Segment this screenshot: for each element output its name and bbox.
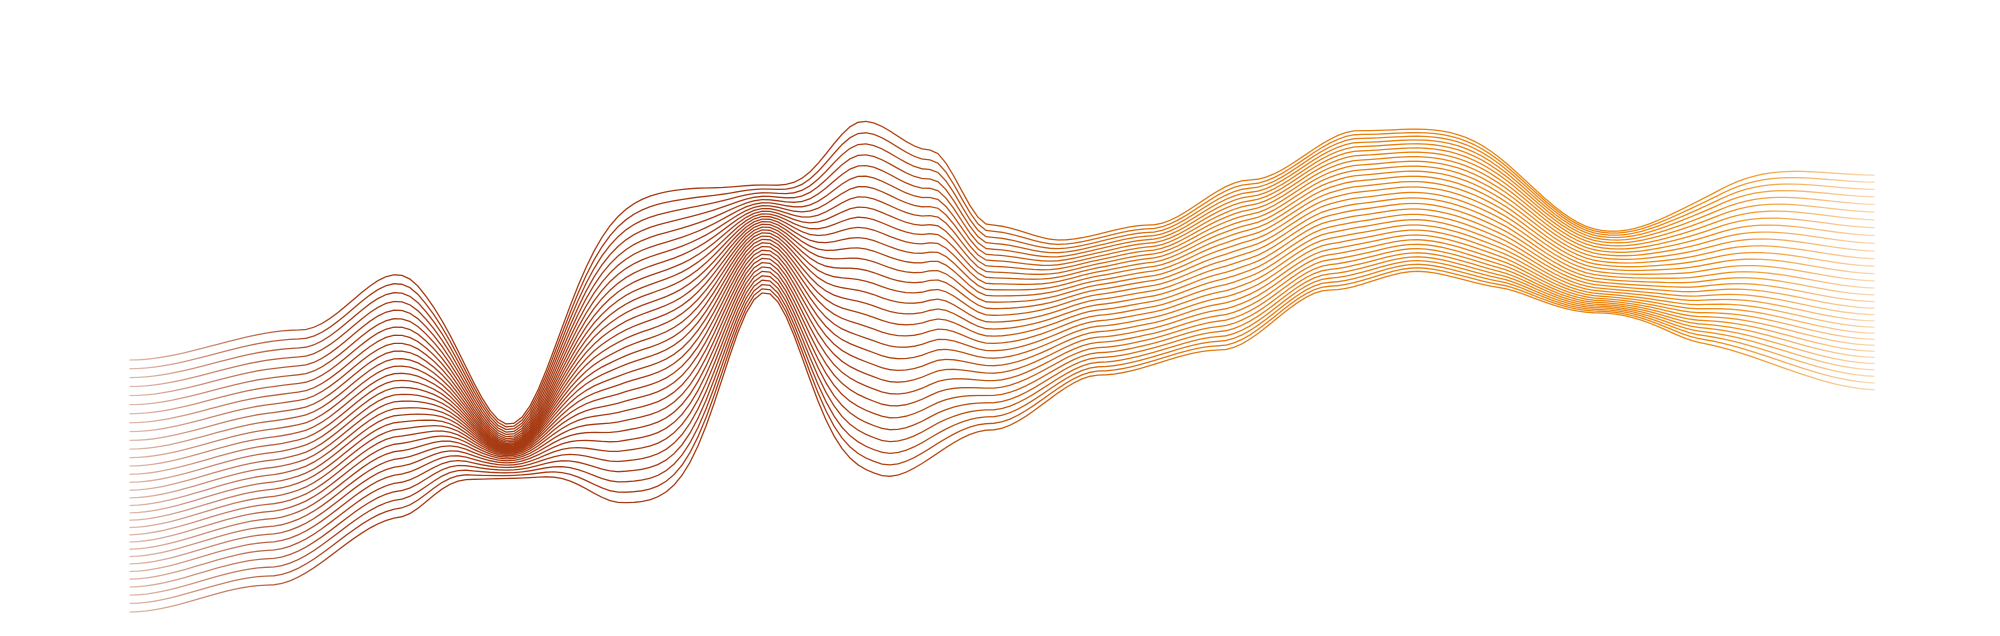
wave-line <box>129 243 1875 558</box>
wave-line <box>129 143 1875 436</box>
wave-line <box>129 252 1875 573</box>
wave-line <box>129 186 1875 475</box>
wave-line <box>129 259 1875 588</box>
wave-line <box>129 202 1875 499</box>
wave-line <box>129 219 1875 521</box>
wave-line <box>129 147 1875 438</box>
wave-line <box>129 170 1875 450</box>
wave-line <box>129 239 1875 550</box>
wave-line-group <box>129 120 1875 613</box>
wave-line <box>129 224 1875 529</box>
wave-line <box>129 151 1875 440</box>
wave-line <box>129 120 1875 425</box>
wave-line <box>129 270 1875 613</box>
wave-line <box>129 160 1875 443</box>
wave-line <box>129 131 1875 428</box>
wave-line <box>129 213 1875 514</box>
wave-line <box>129 256 1875 580</box>
wave-line <box>129 234 1875 543</box>
wave-line <box>129 197 1875 491</box>
wave-line <box>129 180 1875 467</box>
wave-line <box>129 156 1875 442</box>
wave-line <box>129 208 1875 507</box>
wave-line <box>129 175 1875 459</box>
wave-line <box>129 263 1875 596</box>
wave-line <box>129 165 1875 445</box>
wave-line <box>129 247 1875 565</box>
wave-line <box>129 191 1875 483</box>
wave-line <box>129 229 1875 536</box>
wave-line <box>129 267 1875 605</box>
wave-line <box>129 139 1875 433</box>
wave-line <box>129 135 1875 431</box>
